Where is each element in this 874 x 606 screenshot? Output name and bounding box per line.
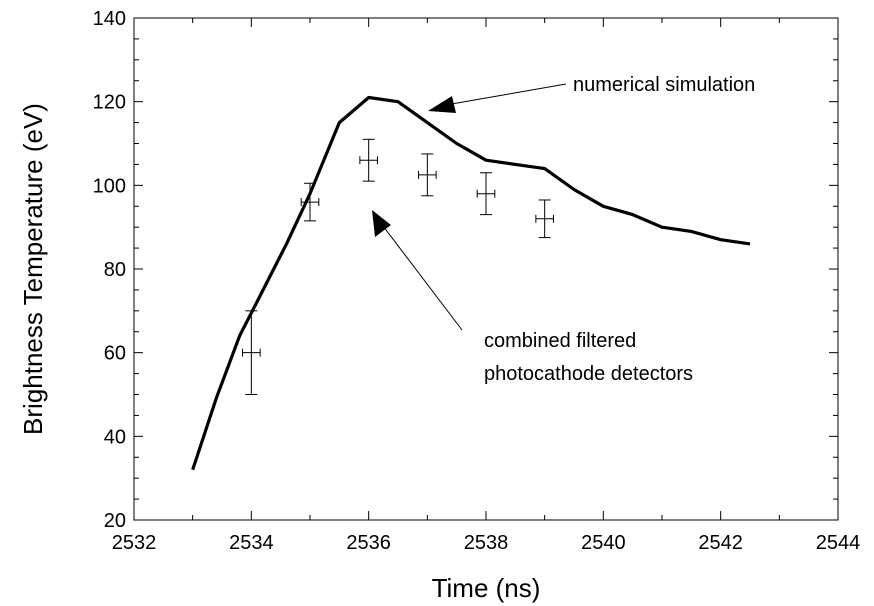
y-axis-title: Brightness Temperature (eV) [18, 103, 48, 435]
annotations: numerical simulation combined filtered p… [372, 74, 755, 385]
annotation-arrow-simulation [439, 83, 567, 107]
errorbar-point [359, 138, 378, 182]
x-tick-label: 2542 [698, 532, 743, 554]
simulation-line [191, 95, 751, 471]
y-tick-label: 120 [93, 92, 126, 114]
errorbar-point [476, 172, 496, 216]
annotation-detectors-line2: photocathode detectors [484, 363, 693, 385]
y-tick-label: 100 [93, 175, 126, 197]
annotation-arrowhead-simulation [428, 96, 456, 113]
data-series [191, 95, 751, 471]
y-tick-label: 80 [104, 259, 126, 281]
y-tick-label: 40 [104, 426, 126, 448]
x-tick-label: 2540 [581, 532, 626, 554]
y-tick-label: 140 [93, 8, 126, 30]
x-tick-label: 2544 [816, 532, 861, 554]
x-tick-labels: 2532 2534 2536 2538 2540 2542 2544 [112, 532, 861, 554]
errorbar-point [242, 310, 261, 395]
annotation-arrowhead-detectors [372, 210, 391, 237]
x-tick-label: 2532 [112, 532, 157, 554]
errorbar-point [535, 199, 554, 239]
annotation-arrow-detectors [379, 221, 463, 331]
x-tick-label: 2538 [464, 532, 509, 554]
x-tick-label: 2534 [229, 532, 274, 554]
annotation-detectors-line1: combined filtered [484, 330, 636, 352]
axis-ticks [133, 17, 839, 521]
errorbar-point [300, 182, 320, 222]
y-tick-label: 60 [104, 343, 126, 365]
annotation-numerical-simulation: numerical simulation [573, 74, 755, 96]
errorbar-point [418, 153, 437, 197]
x-tick-label: 2536 [346, 532, 391, 554]
x-axis-title: Time (ns) [432, 573, 541, 603]
y-tick-labels: 20 40 60 80 100 120 140 [93, 8, 126, 532]
y-tick-label: 20 [104, 510, 126, 532]
